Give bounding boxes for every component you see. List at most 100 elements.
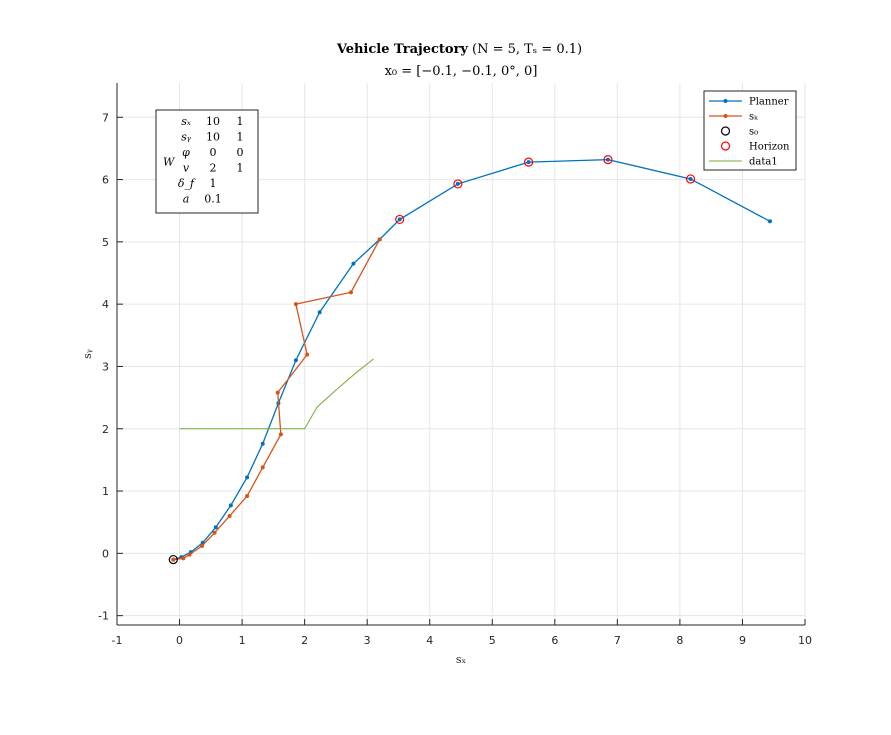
annotation-cell: sᵧ xyxy=(181,131,192,144)
annotation-cell: 0 xyxy=(210,146,217,159)
x-tick-label: 10 xyxy=(798,634,812,647)
series-horizon xyxy=(395,155,696,225)
x-tick-label: 2 xyxy=(301,634,308,647)
y-tick-label: 2 xyxy=(102,423,109,436)
annotation-box xyxy=(155,109,259,214)
y-tick-label: 0 xyxy=(102,547,109,560)
data-point xyxy=(228,503,233,508)
data-point xyxy=(351,261,356,266)
x-tick-label: 7 xyxy=(614,634,621,647)
y-tick-label: -1 xyxy=(98,610,109,623)
y-axis-label: sᵧ xyxy=(81,349,94,359)
x-tick-label: 6 xyxy=(551,634,558,647)
data-point xyxy=(377,237,382,242)
x-tick-label: 1 xyxy=(239,634,246,647)
data-point xyxy=(200,543,205,548)
annotation-cell: 0.1 xyxy=(204,193,222,206)
legend: Planner sₖ s₀ Horizon data1 xyxy=(703,90,797,171)
legend-marker xyxy=(720,126,731,136)
y-tick-label: 7 xyxy=(102,111,109,124)
data-point xyxy=(293,302,298,307)
y-tick-label: 5 xyxy=(102,236,109,249)
annotation-cell: δ_f xyxy=(178,177,196,190)
annotation-cell: 1 xyxy=(237,162,244,175)
annotation-cell: v xyxy=(183,162,190,175)
grid-lines xyxy=(116,83,806,625)
annotation-cell: 1 xyxy=(237,131,244,144)
annotation-cell: 1 xyxy=(237,115,244,128)
chart-title-params: (N = 5, Tₛ = 0.1) xyxy=(472,42,582,57)
data-point xyxy=(767,219,772,224)
data-point xyxy=(453,179,463,189)
annotation-cell: φ xyxy=(182,146,190,159)
data-point xyxy=(526,160,531,165)
x-axis-label: sₓ xyxy=(456,653,467,666)
x-tick-label: -1 xyxy=(112,634,123,647)
data-point xyxy=(605,157,610,162)
series-line xyxy=(173,158,771,561)
data-point xyxy=(275,390,280,395)
legend-label: Horizon xyxy=(749,142,790,153)
legend-label: s₀ xyxy=(749,127,758,138)
legend-box xyxy=(703,90,797,171)
data-point xyxy=(260,465,265,470)
series-line xyxy=(179,358,374,430)
legend-label: Planner xyxy=(749,97,789,108)
annotation-cell: 2 xyxy=(210,162,217,175)
data-point xyxy=(685,174,696,184)
data-point xyxy=(181,556,186,561)
series-line xyxy=(173,239,381,561)
data-point xyxy=(397,217,402,222)
data-point xyxy=(395,214,405,225)
annotation-cell: 1 xyxy=(210,177,217,190)
data-point xyxy=(523,157,534,167)
x-tick-label: 4 xyxy=(426,634,433,647)
data-point xyxy=(227,513,232,518)
legend-label: data1 xyxy=(749,157,778,168)
y-tick-label: 4 xyxy=(102,298,109,311)
data-point xyxy=(348,290,353,295)
legend-marker xyxy=(720,141,731,151)
data-point xyxy=(260,441,265,446)
data-point xyxy=(187,552,192,557)
data-point xyxy=(305,352,310,357)
data-point xyxy=(293,358,298,363)
data-point xyxy=(278,432,283,437)
series-s-0 xyxy=(168,554,178,565)
weights-annotation: Wsₓ 10 1 sᵧ 10 1 φ 0 0 v 2 1 δ_f 1 a 0.1 xyxy=(155,109,259,214)
data-point xyxy=(245,475,250,480)
series-layer xyxy=(168,155,772,565)
x-tick-label: 5 xyxy=(489,634,496,647)
chart-title: Vehicle Trajectory xyxy=(336,42,469,57)
annotation-cell: a xyxy=(183,193,190,206)
series-planner xyxy=(171,157,772,562)
y-tick-label: 3 xyxy=(102,360,109,373)
legend-label: sₖ xyxy=(749,112,758,123)
x-tick-label: 8 xyxy=(676,634,683,647)
x-tick-label: 3 xyxy=(364,634,371,647)
data-point xyxy=(245,494,250,499)
data-point xyxy=(213,525,218,530)
data-point xyxy=(603,155,613,165)
chart-subtitle: x₀ = [−0.1, −0.1, 0°, 0] xyxy=(385,64,538,79)
data-point xyxy=(168,554,178,565)
data-point xyxy=(212,530,217,535)
y-tick-label: 6 xyxy=(102,174,109,187)
data-point xyxy=(455,181,460,186)
series-data1 xyxy=(179,358,374,430)
legend-marker xyxy=(723,114,728,118)
x-tick-label: 0 xyxy=(176,634,183,647)
annotation-cell: 10 xyxy=(206,115,220,128)
data-point xyxy=(317,310,322,315)
legend-marker xyxy=(723,99,728,103)
annotation-cell: 10 xyxy=(206,131,220,144)
data-point xyxy=(171,557,176,562)
annotation-cell: 0 xyxy=(237,146,244,159)
annotation-label: W xyxy=(163,156,176,169)
annotation-cell: sₓ xyxy=(181,115,191,128)
x-tick-label: 9 xyxy=(739,634,746,647)
y-tick-label: 1 xyxy=(102,485,109,498)
data-point xyxy=(688,176,693,181)
